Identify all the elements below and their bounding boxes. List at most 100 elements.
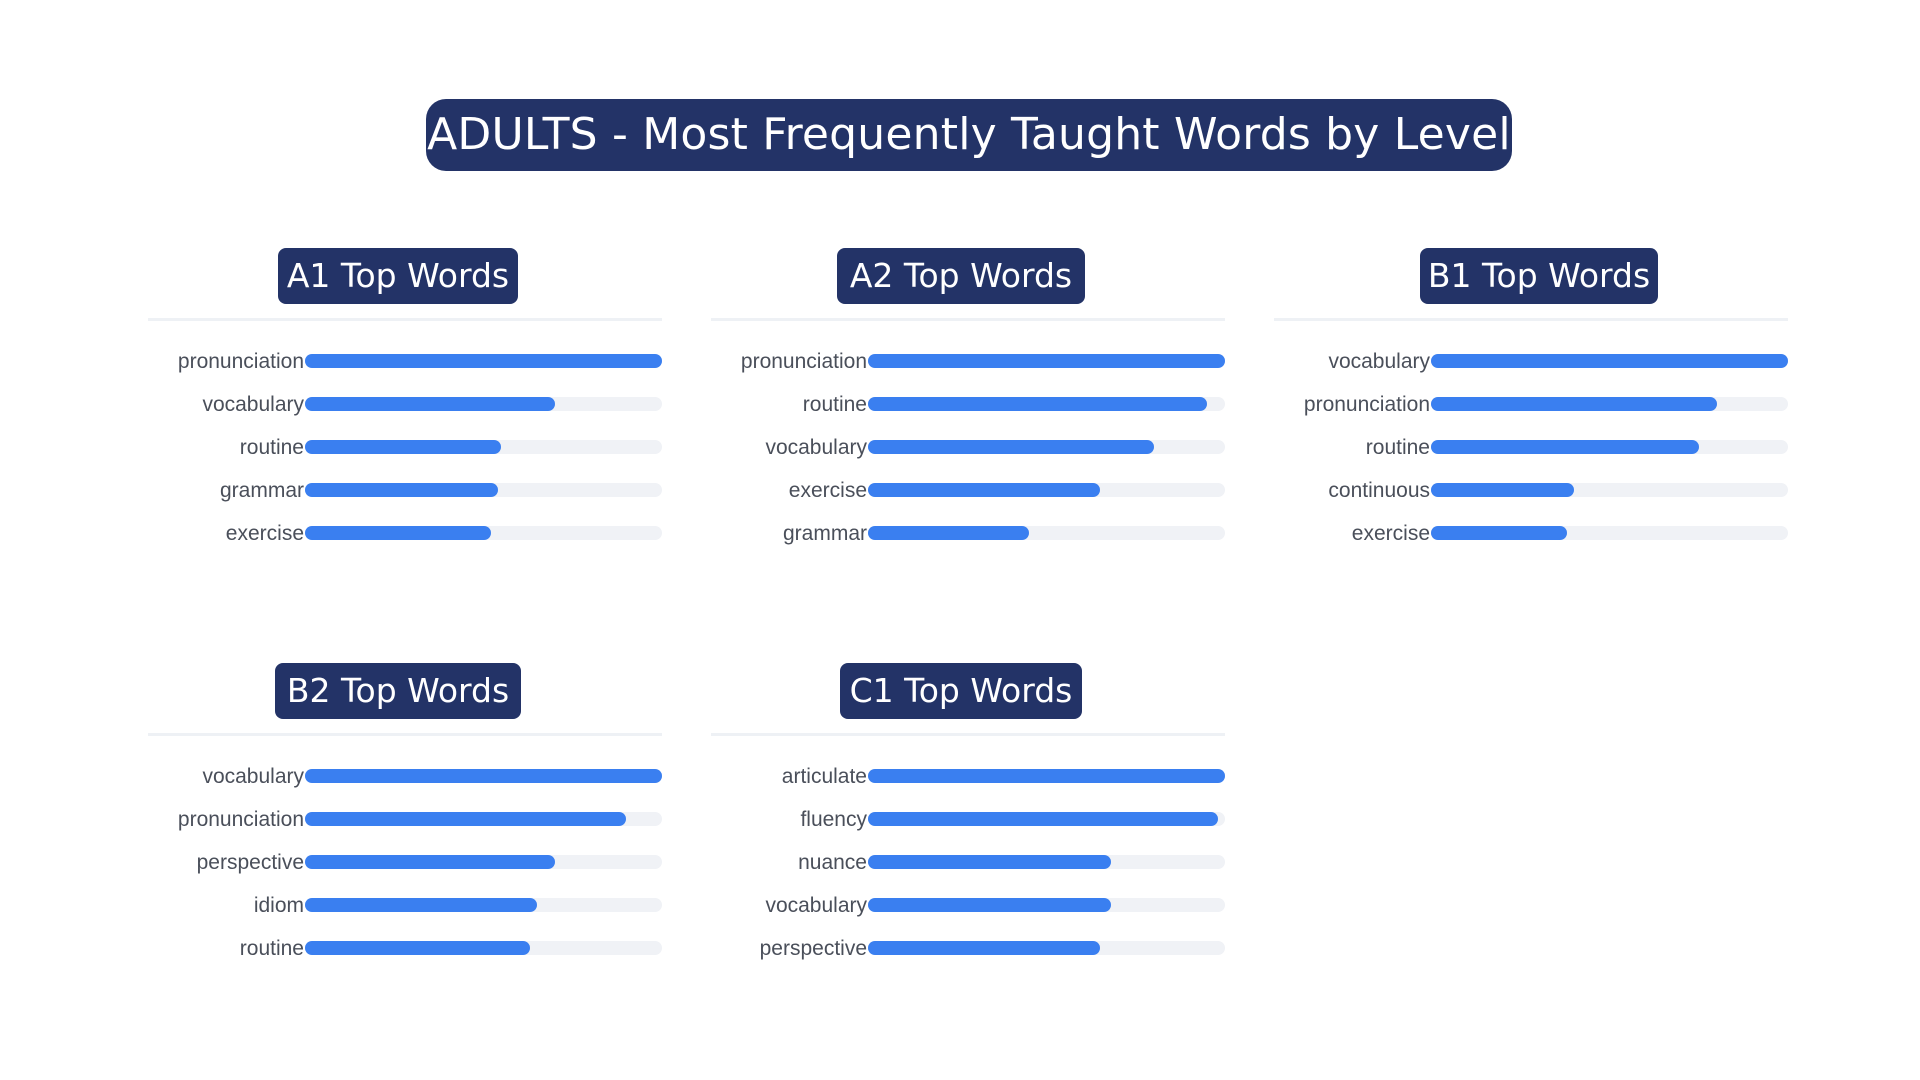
- bar-fill: [305, 526, 491, 540]
- bar-track: [305, 483, 662, 497]
- bar-label: pronunciation: [177, 350, 304, 373]
- bar-row: vocabulary: [148, 766, 662, 810]
- chart-divider: [711, 318, 1225, 321]
- bar-fill: [305, 769, 662, 783]
- bar-fill: [305, 397, 555, 411]
- bar-track: [305, 354, 662, 368]
- bar-track: [868, 397, 1225, 411]
- bar-row: pronunciation: [1274, 393, 1788, 438]
- bar-row: continuous: [1274, 479, 1788, 524]
- bar-label: vocabulary: [202, 393, 304, 416]
- bar-row: routine: [711, 393, 1225, 438]
- bar-track: [305, 898, 662, 912]
- bar-row: fluency: [711, 809, 1225, 853]
- bar-list: vocabulary pronunciation perspective idiom r…: [148, 766, 662, 982]
- bar-track: [868, 812, 1225, 826]
- chart-divider: [148, 318, 662, 321]
- bar-label: pronunciation: [177, 808, 304, 831]
- chart-title: C1 Top Words: [840, 663, 1082, 719]
- bar-label: pronunciation: [740, 350, 867, 373]
- bar-list: pronunciation vocabulary routine grammar exe…: [148, 350, 662, 567]
- bar-track: [868, 440, 1225, 454]
- bar-label: routine: [1365, 436, 1430, 459]
- bar-label: vocabulary: [765, 894, 867, 917]
- bar-track: [305, 769, 662, 783]
- bar-track: [1431, 526, 1788, 540]
- bar-track: [305, 812, 662, 826]
- bar-track: [1431, 440, 1788, 454]
- bar-track: [305, 526, 662, 540]
- bar-label: pronunciation: [1303, 393, 1430, 416]
- bar-fill: [305, 855, 555, 869]
- bar-fill: [1431, 440, 1699, 454]
- bar-fill: [305, 354, 662, 368]
- bar-row: vocabulary: [148, 393, 662, 438]
- chart-panel: A1 Top Words pronunciation vocabulary routi…: [148, 248, 662, 568]
- bar-label: routine: [239, 937, 304, 960]
- bar-label: vocabulary: [1328, 350, 1430, 373]
- bar-label: perspective: [196, 851, 304, 874]
- bar-fill: [1431, 526, 1567, 540]
- bar-fill: [305, 812, 626, 826]
- chart-title: B2 Top Words: [275, 663, 521, 719]
- bar-row: articulate: [711, 765, 1225, 810]
- bar-track: [868, 354, 1225, 368]
- bar-track: [1431, 483, 1788, 497]
- bar-fill: [868, 941, 1100, 955]
- bar-fill: [305, 941, 530, 955]
- bar-track: [305, 440, 662, 454]
- bar-fill: [868, 483, 1100, 497]
- bar-label: perspective: [759, 937, 867, 960]
- bar-row: exercise: [148, 522, 662, 567]
- chart-panel: C1 Top Words articulate fluency nuance vocab…: [711, 663, 1225, 983]
- bar-row: nuance: [711, 852, 1225, 896]
- bar-row: vocabulary: [711, 894, 1225, 939]
- bar-track: [868, 483, 1225, 497]
- bar-label: vocabulary: [765, 436, 867, 459]
- bar-list: articulate fluency nuance vocabulary perspec…: [711, 765, 1225, 982]
- bar-label: routine: [239, 436, 304, 459]
- bar-row: vocabulary: [711, 436, 1225, 481]
- chart-panel: A2 Top Words pronunciation routine vocabula…: [711, 248, 1225, 568]
- chart-divider: [148, 733, 662, 736]
- page-title: ADULTS - Most Frequently Taught Words by…: [426, 99, 1512, 171]
- chart-title: B1 Top Words: [1420, 248, 1658, 304]
- bar-label: grammar: [219, 479, 304, 502]
- bar-track: [305, 941, 662, 955]
- bar-row: grammar: [711, 523, 1225, 567]
- chart-divider: [1274, 318, 1788, 321]
- bar-fill: [305, 898, 537, 912]
- bar-fill: [868, 397, 1207, 411]
- bar-row: routine: [1274, 436, 1788, 481]
- bar-label: exercise: [1351, 522, 1430, 545]
- bar-fill: [868, 440, 1154, 454]
- bar-fill: [1431, 397, 1717, 411]
- chart-title: A2 Top Words: [837, 248, 1085, 304]
- bar-label: articulate: [781, 765, 867, 788]
- bar-row: perspective: [711, 937, 1225, 982]
- bar-fill: [868, 769, 1225, 783]
- bar-label: routine: [802, 393, 867, 416]
- bar-fill: [868, 526, 1029, 540]
- bar-track: [305, 855, 662, 869]
- bar-row: vocabulary: [1274, 350, 1788, 395]
- bar-fill: [868, 898, 1111, 912]
- bar-label: continuous: [1328, 479, 1430, 502]
- bar-row: exercise: [1274, 522, 1788, 567]
- chart-divider: [711, 733, 1225, 736]
- bar-fill: [868, 855, 1111, 869]
- bar-row: grammar: [148, 479, 662, 524]
- bar-track: [868, 526, 1225, 540]
- bar-row: routine: [148, 436, 662, 481]
- bar-track: [868, 855, 1225, 869]
- bar-fill: [305, 483, 498, 497]
- chart-panel: B2 Top Words vocabulary pronunciation persp…: [148, 663, 662, 983]
- bar-row: pronunciation: [148, 808, 662, 853]
- bar-row: exercise: [711, 480, 1225, 524]
- bar-fill: [868, 354, 1225, 368]
- bar-row: routine: [148, 937, 662, 982]
- bar-list: pronunciation routine vocabulary exercise gr…: [711, 350, 1225, 567]
- chart-title: A1 Top Words: [278, 248, 518, 304]
- bar-label: exercise: [225, 522, 304, 545]
- bar-track: [868, 769, 1225, 783]
